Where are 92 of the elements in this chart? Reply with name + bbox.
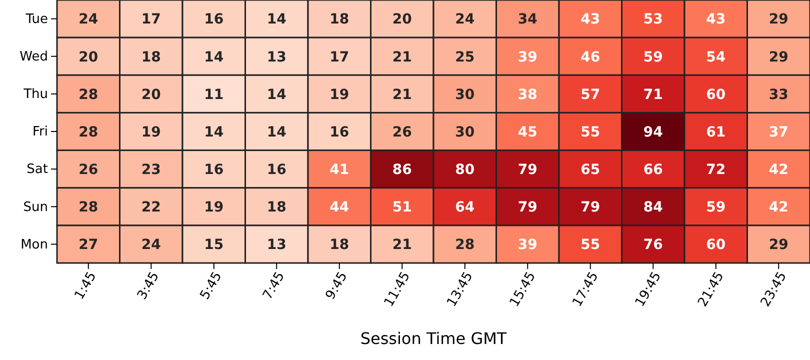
data-label: 11	[204, 86, 224, 103]
data-label: 21	[392, 86, 412, 103]
data-label: 17	[330, 49, 350, 66]
data-label: 30	[455, 124, 475, 140]
data-label: 22	[141, 200, 161, 216]
data-label: 79	[518, 200, 538, 216]
data-label: 26	[392, 124, 412, 140]
data-label: 64	[455, 200, 475, 216]
data-label: 15	[204, 237, 224, 254]
data-label: 57	[580, 86, 600, 103]
data-label: 19	[330, 86, 350, 103]
data-label: 43	[580, 12, 600, 28]
data-label: 86	[392, 162, 412, 178]
data-label: 79	[518, 162, 538, 178]
data-label: 79	[580, 200, 600, 216]
data-label: 45	[518, 124, 538, 140]
data-label: 72	[706, 162, 726, 178]
data-label: 20	[78, 49, 98, 66]
data-label: 54	[706, 49, 726, 66]
data-label: 80	[455, 162, 475, 178]
x-axis-title: Session Time GMT	[360, 329, 507, 348]
data-label: 59	[706, 200, 726, 216]
data-label: 66	[643, 162, 663, 178]
data-label: 65	[580, 162, 600, 178]
data-label: 18	[330, 12, 350, 28]
data-label: 60	[706, 86, 726, 103]
data-label: 20	[141, 86, 162, 103]
data-label: 14	[266, 86, 287, 103]
data-label: 33	[768, 86, 788, 103]
data-label: 41	[330, 162, 350, 178]
data-label: 38	[518, 86, 538, 103]
data-label: 42	[768, 162, 788, 178]
data-label: 55	[580, 237, 600, 254]
data-label: 44	[330, 200, 350, 216]
data-label: 16	[266, 162, 286, 178]
data-label: 53	[643, 12, 663, 28]
data-label: 19	[141, 124, 161, 140]
data-label: 94	[643, 124, 664, 140]
data-label: 14	[204, 124, 224, 140]
data-label: 28	[78, 124, 98, 140]
y-tick-label: Wed	[20, 50, 48, 65]
y-tick-label: Sat	[26, 162, 48, 178]
data-label: 27	[78, 237, 98, 254]
data-label: 18	[141, 49, 161, 66]
y-tick-label: Sun	[23, 200, 48, 215]
data-label: 13	[266, 49, 286, 66]
data-label: 30	[455, 86, 475, 103]
data-label: 16	[204, 12, 224, 28]
data-label: 14	[266, 12, 287, 28]
data-label: 84	[643, 200, 664, 216]
data-label: 13	[266, 237, 286, 254]
data-label: 37	[768, 124, 788, 140]
data-label: 71	[643, 86, 663, 103]
data-label: 28	[78, 86, 98, 103]
data-label: 26	[78, 162, 98, 178]
data-label: 29	[768, 237, 788, 254]
data-label: 21	[392, 49, 412, 66]
data-label: 39	[518, 49, 538, 66]
y-tick-label: Fri	[32, 124, 48, 140]
data-label: 28	[78, 200, 98, 216]
data-label: 76	[643, 237, 663, 254]
data-label: 24	[78, 12, 98, 28]
data-label: 18	[330, 237, 350, 254]
data-label: 16	[204, 162, 224, 178]
data-label: 60	[706, 237, 726, 254]
data-label: 17	[141, 12, 161, 28]
data-label: 59	[643, 49, 663, 66]
y-tick-label: Thu	[22, 87, 48, 102]
y-tick-label: Tue	[24, 12, 48, 27]
data-label: 46	[580, 49, 600, 66]
data-label: 51	[392, 200, 412, 216]
data-label: 61	[706, 124, 726, 140]
y-tick-label: Mon	[20, 237, 48, 252]
data-label: 29	[768, 12, 788, 28]
data-label: 21	[392, 237, 412, 254]
data-label: 20	[392, 12, 412, 28]
data-label: 43	[706, 12, 726, 28]
data-label: 18	[266, 200, 286, 216]
data-label: 25	[455, 49, 475, 66]
data-label: 39	[518, 237, 538, 254]
data-label: 19	[204, 200, 224, 216]
data-label: 14	[204, 49, 224, 66]
data-label: 16	[330, 124, 350, 140]
data-label: 55	[580, 124, 600, 140]
data-label: 24	[455, 12, 475, 28]
data-label: 29	[768, 49, 788, 66]
data-label: 24	[141, 237, 162, 254]
data-label: 28	[455, 237, 475, 254]
data-label: 23	[141, 162, 161, 178]
data-label: 34	[518, 12, 538, 28]
data-label: 42	[768, 200, 788, 216]
data-label: 14	[266, 124, 287, 140]
